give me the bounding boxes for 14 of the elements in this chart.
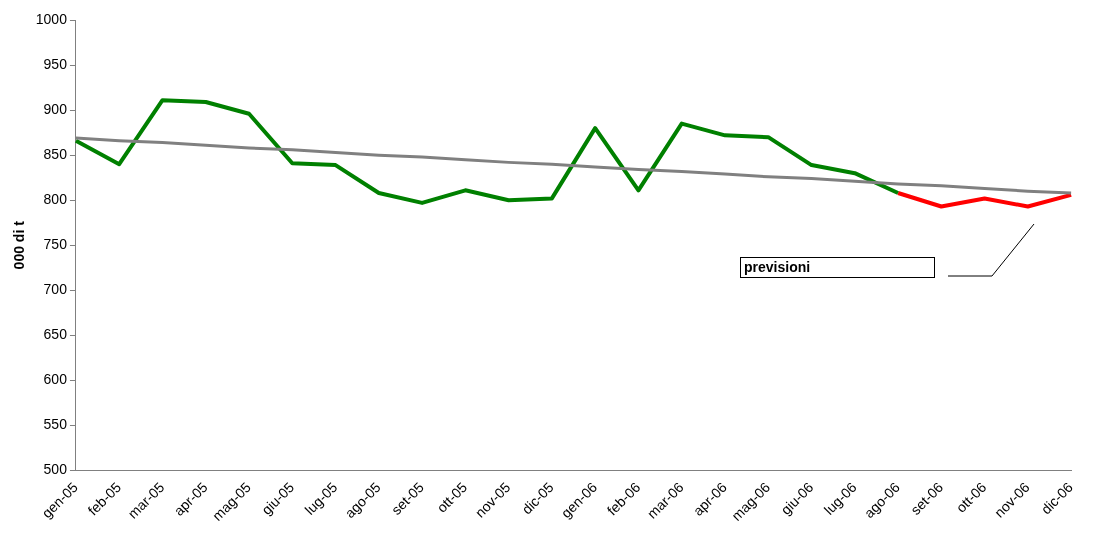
y-tick-label: 650: [43, 326, 68, 343]
y-tick-label: 600: [43, 371, 68, 388]
y-tick-label: 950: [43, 55, 68, 72]
y-axis-title: 000 di t: [11, 220, 28, 270]
y-tick-label: 900: [43, 100, 68, 117]
y-tick-label: 750: [43, 236, 68, 253]
y-tick-label: 1000: [35, 10, 68, 27]
y-tick-label: 700: [43, 281, 68, 298]
y-tick-label: 500: [43, 461, 68, 478]
annotation: previsioni: [744, 259, 811, 275]
y-tick-label: 550: [43, 416, 68, 433]
callout-box: previsioni: [740, 257, 935, 278]
y-tick-label: 850: [43, 146, 68, 163]
y-tick-label: 800: [43, 191, 68, 208]
